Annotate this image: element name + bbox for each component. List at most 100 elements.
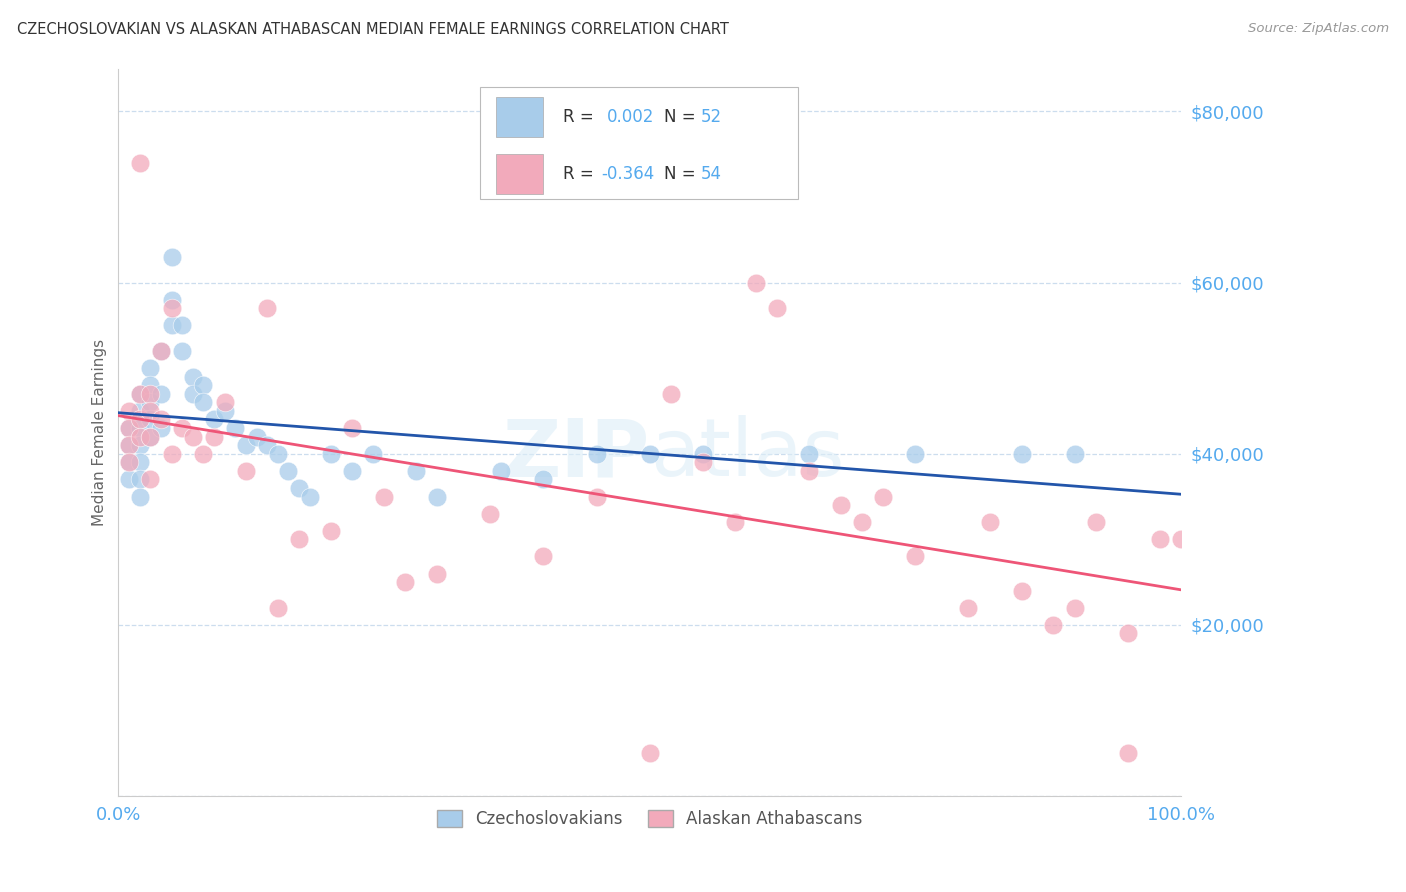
FancyBboxPatch shape (496, 97, 544, 137)
Point (724, 515, 747, 529)
Point (872, 490, 894, 504)
Point (118, 421, 141, 435)
Point (139, 472, 162, 486)
Text: N =: N = (664, 109, 700, 127)
Point (128, 386, 150, 401)
Point (224, 421, 246, 435)
Point (288, 481, 311, 495)
Point (202, 429, 225, 443)
Point (1042, 618, 1064, 632)
Point (267, 447, 290, 461)
Text: -0.364: -0.364 (600, 165, 654, 183)
Point (118, 438, 141, 452)
Point (394, 575, 416, 590)
Point (904, 447, 927, 461)
Point (256, 438, 278, 452)
Text: 0.002: 0.002 (607, 109, 655, 127)
Legend: Czechoslovakians, Alaskan Athabascans: Czechoslovakians, Alaskan Athabascans (430, 804, 869, 835)
Point (1011, 447, 1033, 461)
Point (181, 429, 204, 443)
Point (797, 464, 820, 478)
Point (659, 386, 682, 401)
Point (202, 412, 225, 426)
Text: Source: ZipAtlas.com: Source: ZipAtlas.com (1249, 22, 1389, 36)
Point (298, 490, 321, 504)
Point (128, 421, 150, 435)
Point (426, 490, 449, 504)
Point (118, 455, 141, 469)
Point (1063, 600, 1085, 615)
Point (128, 412, 150, 426)
Point (363, 447, 385, 461)
Text: ZIP: ZIP (502, 415, 650, 493)
Point (1149, 533, 1171, 547)
Point (118, 455, 141, 469)
Point (979, 515, 1001, 529)
Point (235, 438, 257, 452)
Point (128, 490, 150, 504)
Point (267, 600, 290, 615)
Point (139, 395, 162, 409)
Point (1011, 583, 1033, 598)
Point (193, 378, 215, 392)
Point (149, 343, 172, 358)
Point (373, 490, 395, 504)
Point (340, 464, 363, 478)
Point (149, 412, 172, 426)
Text: 54: 54 (700, 165, 721, 183)
Point (118, 472, 141, 486)
Point (904, 549, 927, 564)
Point (277, 464, 299, 478)
Point (172, 343, 194, 358)
Point (193, 447, 215, 461)
Point (139, 404, 162, 418)
Point (139, 378, 162, 392)
Point (128, 455, 150, 469)
Point (638, 447, 661, 461)
Point (766, 301, 789, 316)
Point (118, 404, 141, 418)
Point (1063, 447, 1085, 461)
Text: atlas: atlas (650, 415, 844, 493)
FancyBboxPatch shape (479, 87, 799, 200)
Point (214, 404, 236, 418)
Point (160, 301, 183, 316)
Point (319, 447, 342, 461)
Point (214, 395, 236, 409)
Point (533, 549, 555, 564)
Point (830, 498, 852, 512)
Point (181, 386, 204, 401)
Point (193, 395, 215, 409)
Point (256, 301, 278, 316)
Point (149, 421, 172, 435)
Point (139, 429, 162, 443)
Y-axis label: Median Female Earnings: Median Female Earnings (93, 339, 107, 526)
Point (489, 464, 512, 478)
Point (1116, 746, 1139, 760)
Point (149, 343, 172, 358)
Point (638, 746, 661, 760)
Text: N =: N = (664, 165, 700, 183)
Point (288, 533, 311, 547)
Text: CZECHOSLOVAKIAN VS ALASKAN ATHABASCAN MEDIAN FEMALE EARNINGS CORRELATION CHART: CZECHOSLOVAKIAN VS ALASKAN ATHABASCAN ME… (17, 22, 728, 37)
Point (128, 386, 150, 401)
Point (160, 250, 183, 264)
Point (585, 490, 607, 504)
Point (851, 515, 873, 529)
Point (139, 429, 162, 443)
Point (128, 438, 150, 452)
Point (1116, 626, 1139, 640)
Point (1085, 515, 1108, 529)
Point (128, 472, 150, 486)
Point (128, 429, 150, 443)
Point (172, 318, 194, 333)
Point (745, 276, 768, 290)
Point (128, 155, 150, 169)
Point (479, 507, 502, 521)
Point (692, 455, 714, 469)
Point (797, 447, 820, 461)
Point (585, 447, 607, 461)
Point (235, 464, 257, 478)
Point (181, 369, 204, 384)
Text: 52: 52 (700, 109, 721, 127)
